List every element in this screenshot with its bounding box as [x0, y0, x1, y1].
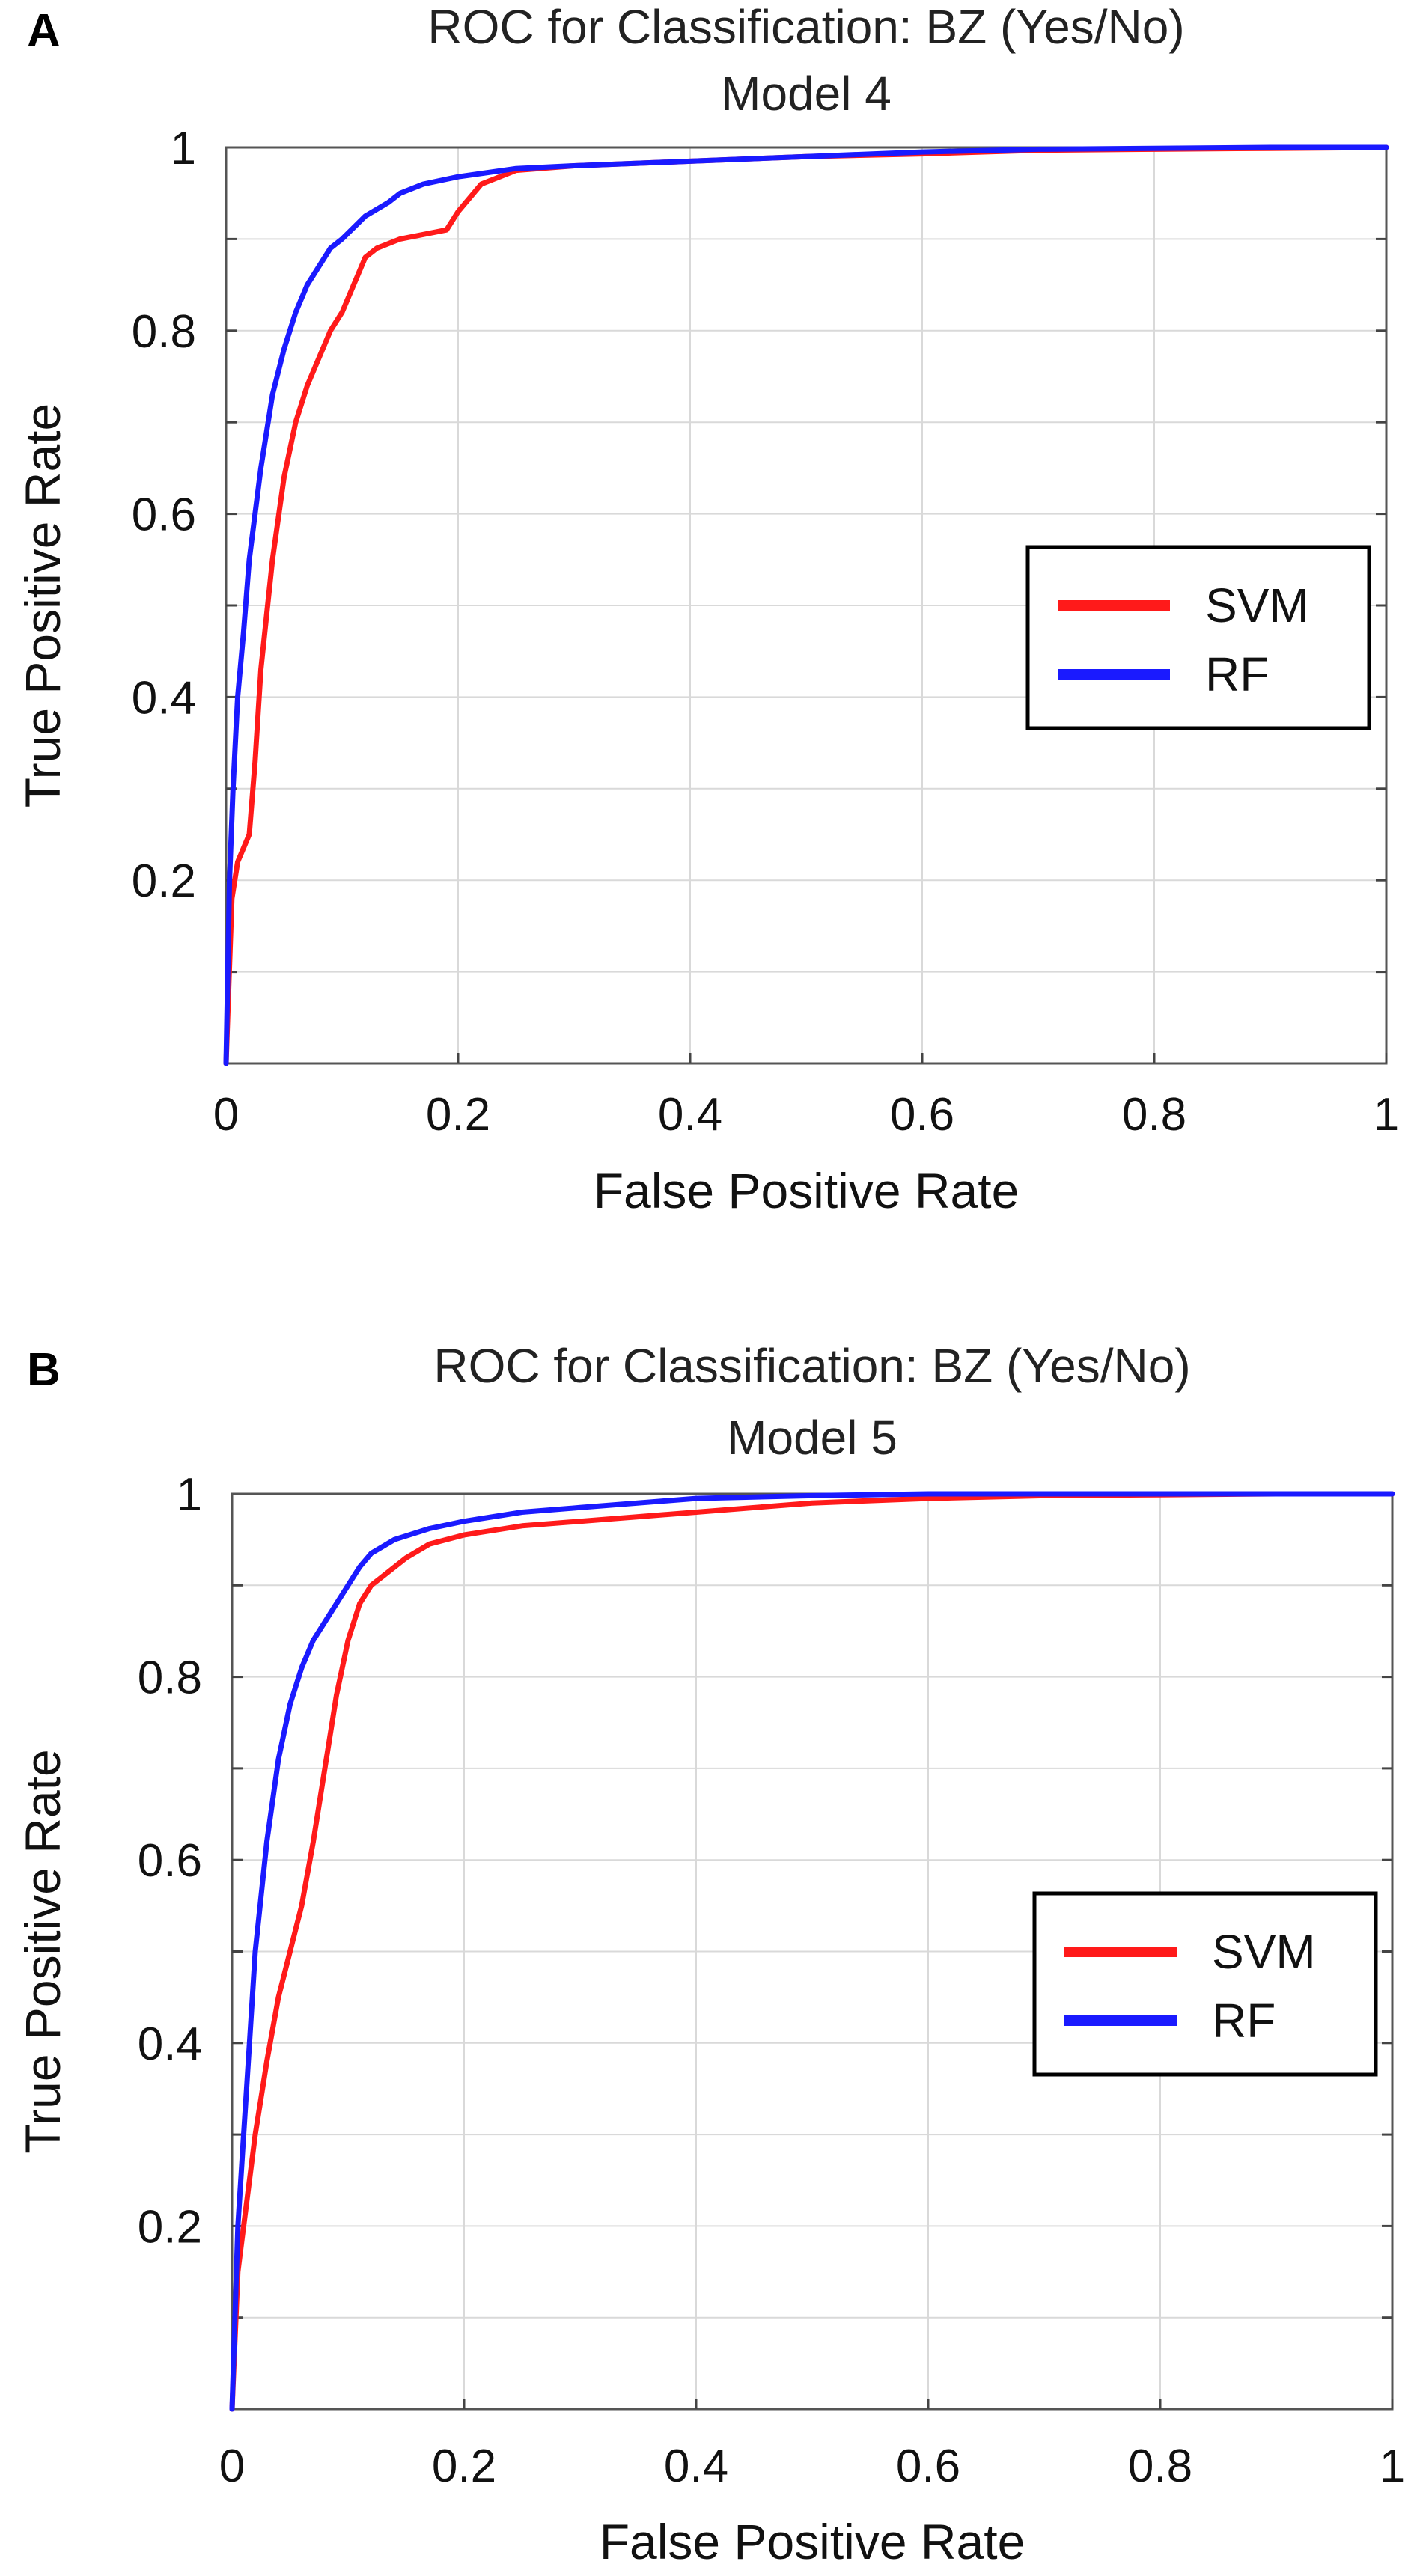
- x-tick-label: 0.4: [658, 1089, 722, 1141]
- legend-label-svm: SVM: [1205, 579, 1309, 632]
- legend-label-rf: RF: [1205, 647, 1269, 701]
- y-tick-label: 0.4: [132, 672, 196, 724]
- y-tick-label: 0.6: [138, 1835, 202, 1887]
- x-tick-label: 1: [1380, 2441, 1405, 2492]
- y-tick-label: 0.4: [138, 2018, 202, 2070]
- y-tick-label: 0.8: [132, 306, 196, 358]
- y-tick-label: 0.6: [132, 489, 196, 541]
- x-tick-label: 0.4: [664, 2441, 728, 2492]
- legend-label-svm: SVM: [1212, 1925, 1316, 1979]
- x-tick-label: 0: [219, 2441, 245, 2492]
- x-tick-label: 1: [1374, 1089, 1399, 1141]
- roc-chart-model-5: B ROC for Classification: BZ (Yes/No) Mode…: [15, 1339, 1405, 2569]
- series-line-rf: [223, 144, 1389, 1066]
- x-tick-label: 0.2: [432, 2441, 496, 2492]
- x-tick-label: 0: [213, 1089, 239, 1141]
- legend-box: [1032, 1891, 1378, 2077]
- y-tick-label: 0.8: [138, 1652, 202, 1704]
- roc-chart-model-4: A ROC for Classification: BZ (Yes/No) Mode…: [15, 0, 1399, 1218]
- legend-label-rf: RF: [1212, 1994, 1276, 2048]
- panel-label: B: [27, 1344, 61, 1396]
- series-line-rf: [229, 1491, 1395, 2412]
- y-axis-label: True Positive Rate: [15, 403, 70, 808]
- x-axis-label: False Positive Rate: [600, 2514, 1025, 2569]
- x-tick-label: 0.6: [890, 1089, 954, 1141]
- y-tick-label: 1: [171, 123, 196, 174]
- chart-title: ROC for Classification: BZ (Yes/No): [433, 1339, 1190, 1393]
- y-tick-label: 1: [177, 1469, 202, 1521]
- chart-title: ROC for Classification: BZ (Yes/No): [427, 0, 1184, 54]
- panel-label: A: [27, 5, 61, 57]
- chart-subtitle: Model 4: [721, 67, 892, 120]
- legend-box: [1025, 545, 1371, 730]
- y-axis-label: True Positive Rate: [15, 1749, 70, 2153]
- x-tick-label: 0.2: [426, 1089, 490, 1141]
- y-tick-label: 0.2: [132, 855, 196, 907]
- x-tick-label: 0.6: [896, 2441, 960, 2492]
- y-tick-label: 0.2: [138, 2201, 202, 2253]
- chart-subtitle: Model 5: [727, 1411, 897, 1465]
- x-axis-label: False Positive Rate: [594, 1163, 1020, 1218]
- x-tick-label: 0.8: [1122, 1089, 1186, 1141]
- x-tick-label: 0.8: [1128, 2441, 1192, 2492]
- series-line-svm: [229, 1491, 1395, 2412]
